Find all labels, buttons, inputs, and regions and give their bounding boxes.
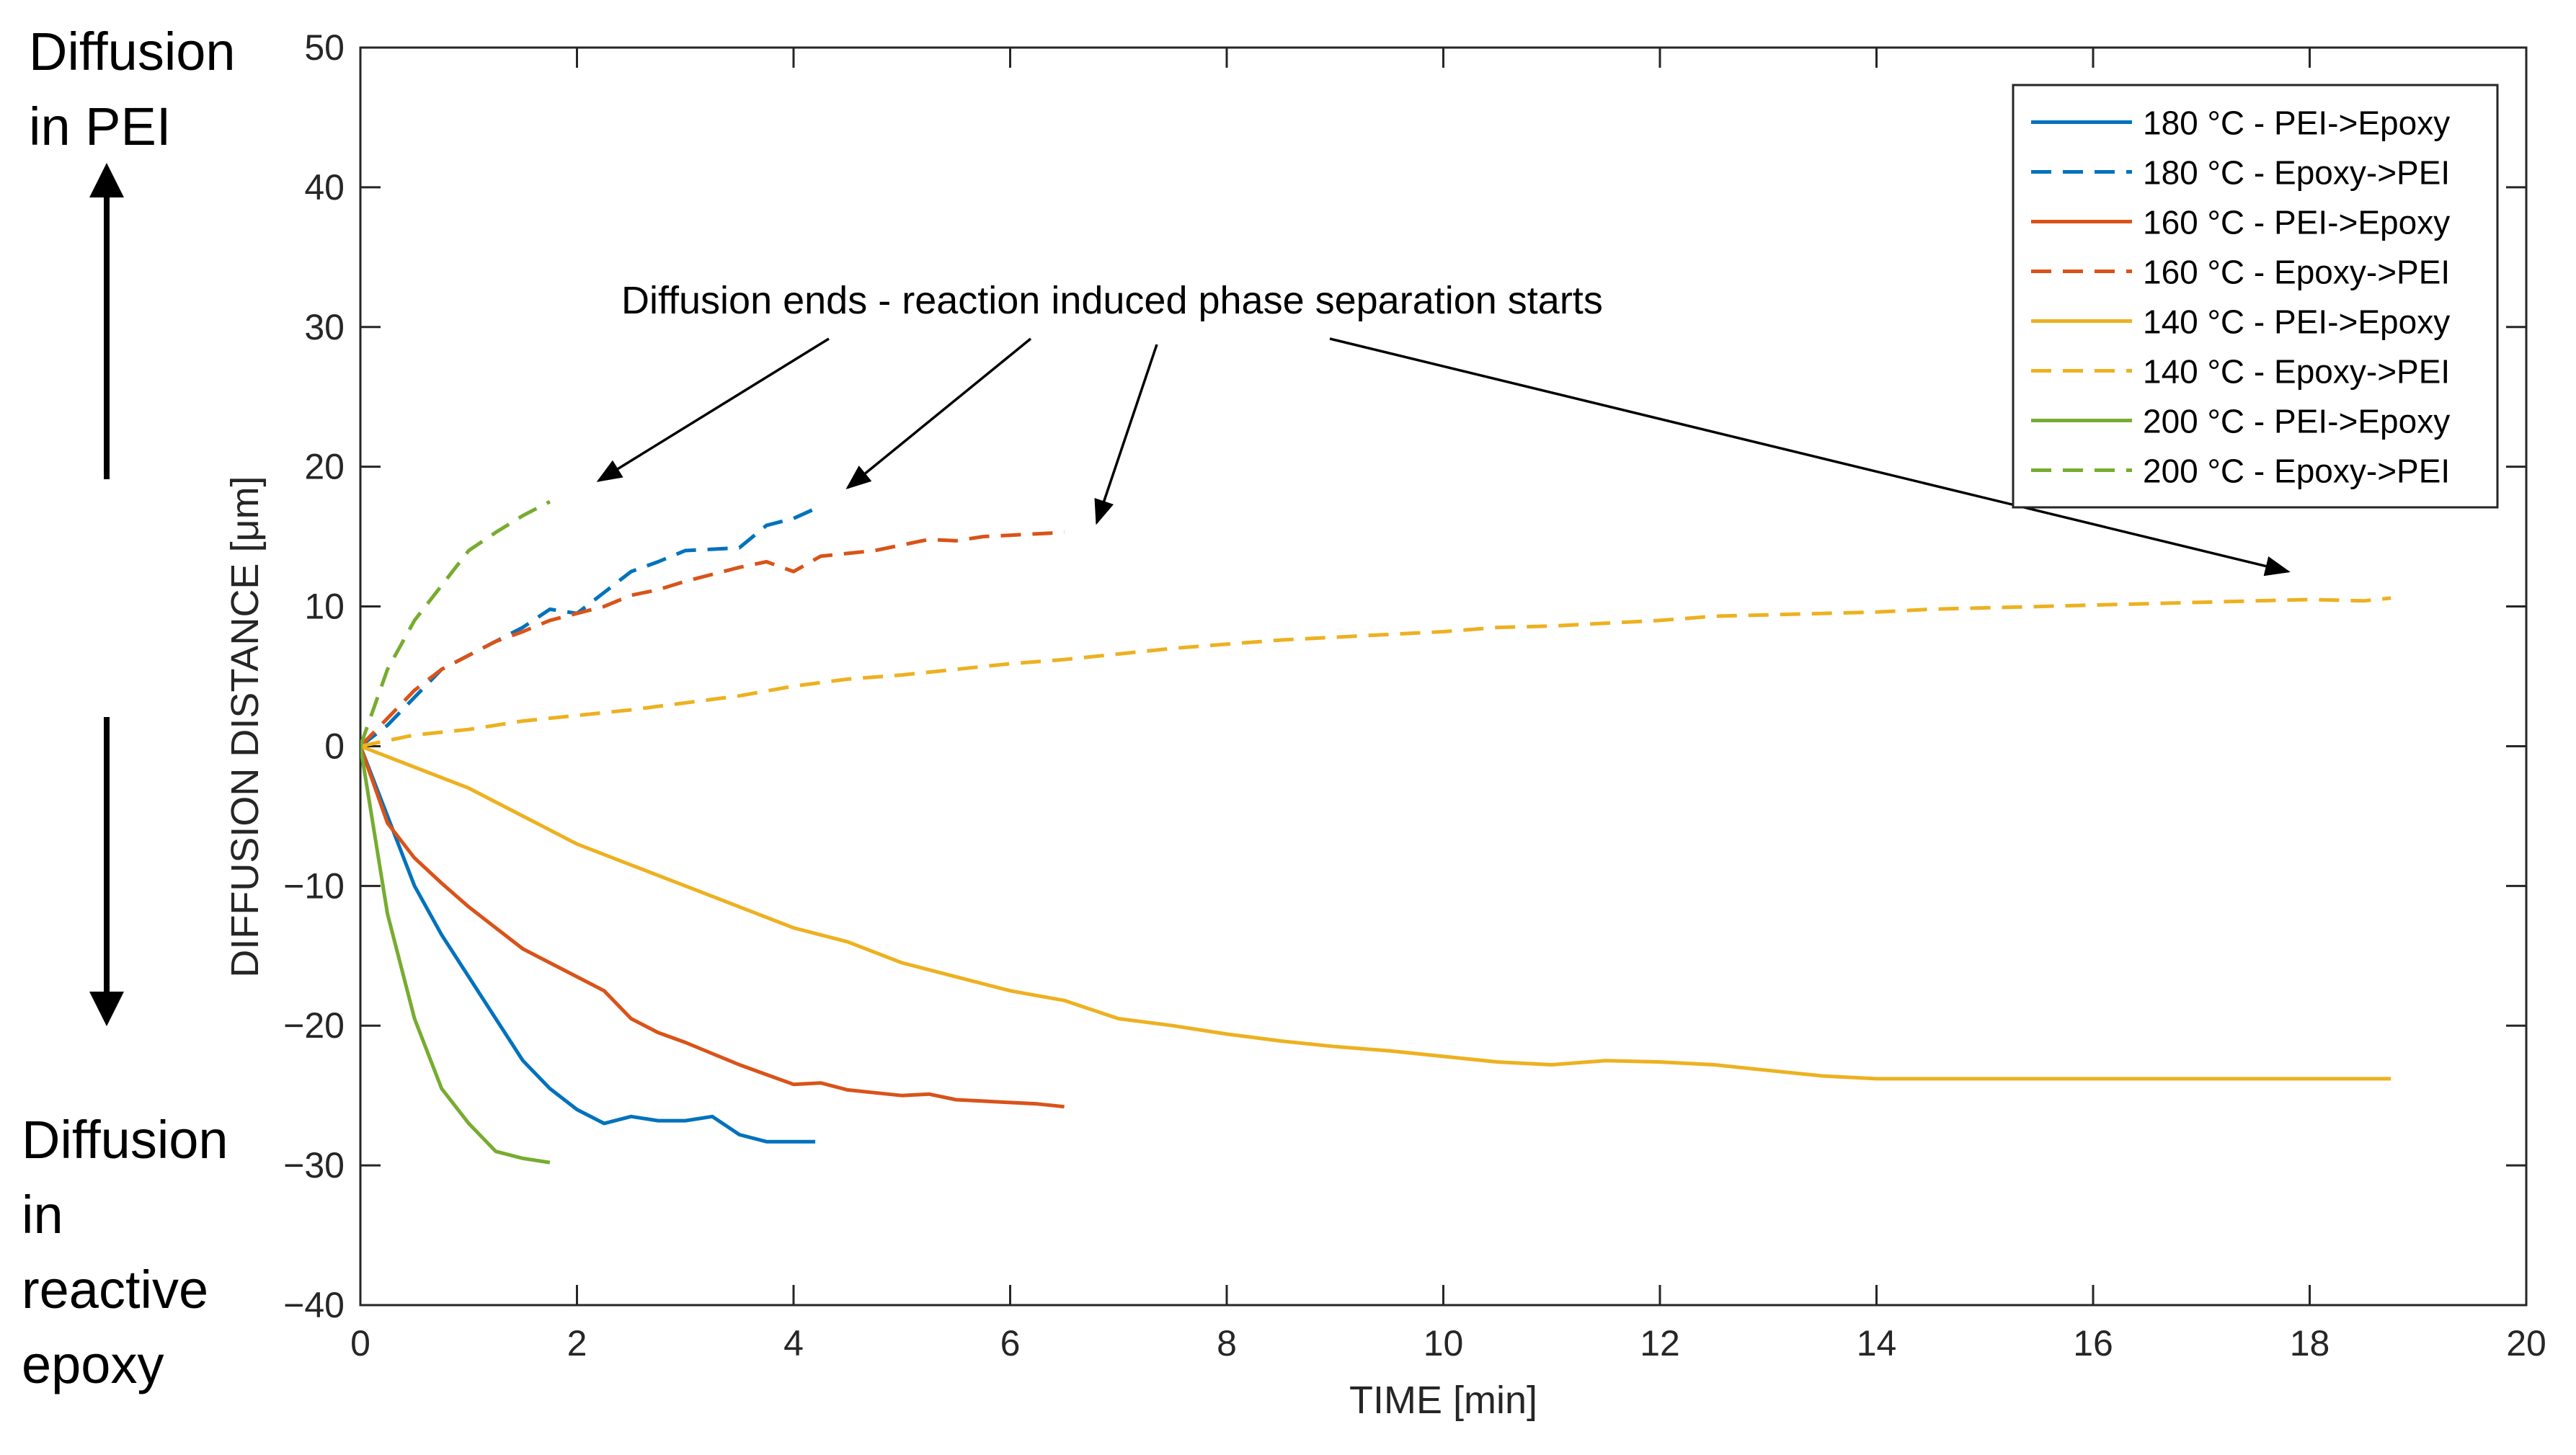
- y-tick-label: −10: [283, 866, 345, 906]
- series-line-1: [360, 745, 816, 1144]
- y-tick-label: 50: [304, 27, 345, 68]
- x-tick-label: 6: [1000, 1323, 1021, 1363]
- side-label-bottom-line-4: epoxy: [22, 1335, 164, 1394]
- y-tick-label: 10: [304, 587, 345, 627]
- x-tick-label: 18: [2290, 1323, 2330, 1363]
- y-tick-label: −30: [283, 1145, 345, 1185]
- series-line-3: [360, 745, 1065, 1109]
- y-axis-label: DIFFUSION DISTANCE [μm]: [223, 476, 267, 977]
- side-label-bottom-line-3: reactive: [22, 1260, 209, 1320]
- annotation-arrow-3: [1094, 344, 1158, 525]
- side-label-top-line-1: Diffusion: [29, 22, 236, 81]
- y-tick-label: 0: [324, 726, 345, 766]
- y-tick-label: −40: [283, 1285, 345, 1325]
- series-line-2: [360, 507, 817, 748]
- legend-label-6: 140 °C - Epoxy->PEI: [2143, 353, 2450, 391]
- annotation-arrow-1: [596, 337, 830, 482]
- legend-label-3: 160 °C - PEI->Epoxy: [2143, 204, 2450, 241]
- x-tick-label: 20: [2506, 1323, 2546, 1363]
- x-tick-label: 8: [1217, 1323, 1237, 1363]
- legend-label-1: 180 °C - PEI->Epoxy: [2143, 104, 2450, 142]
- y-tick-label: −20: [283, 1005, 345, 1046]
- y-tick-label: 40: [304, 167, 345, 208]
- x-axis-label: TIME [min]: [1349, 1379, 1537, 1422]
- side-label-bottom-line-1: Diffusion: [22, 1110, 228, 1170]
- x-tick-label: 12: [1640, 1323, 1680, 1363]
- side-label-top-line-2: in PEI: [29, 97, 172, 156]
- side-label-bottom-line-2: in: [22, 1185, 63, 1245]
- legend-label-5: 140 °C - PEI->Epoxy: [2143, 303, 2450, 341]
- series-line-6: [360, 596, 2391, 748]
- series-line-4: [360, 530, 1065, 748]
- x-tick-label: 4: [783, 1323, 804, 1363]
- series-line-5: [360, 744, 2391, 1081]
- y-tick-label: 30: [304, 307, 345, 347]
- x-tick-label: 14: [1857, 1323, 1897, 1363]
- y-tick-label: 20: [304, 447, 345, 487]
- annotation-arrow-4: [1329, 337, 2291, 577]
- legend-box: [2012, 84, 2499, 509]
- x-tick-label: 16: [2073, 1323, 2113, 1363]
- legend-label-7: 200 °C - PEI->Epoxy: [2143, 403, 2450, 440]
- x-tick-label: 2: [567, 1323, 587, 1363]
- legend-label-8: 200 °C - Epoxy->PEI: [2143, 453, 2450, 490]
- side-label-diffusion-in-pei: Diffusion in PEI: [29, 14, 236, 164]
- annotation-arrow-2: [845, 337, 1032, 489]
- legend-label-2: 180 °C - Epoxy->PEI: [2143, 154, 2450, 192]
- series-line-8: [360, 499, 551, 747]
- side-label-diffusion-in-epoxy: Diffusion in reactive epoxy: [22, 1103, 228, 1402]
- x-tick-label: 10: [1424, 1323, 1464, 1363]
- annotation-text: Diffusion ends - reaction induced phase …: [621, 279, 1603, 322]
- series-line-7: [360, 746, 551, 1165]
- x-tick-label: 0: [350, 1323, 370, 1363]
- legend-label-4: 160 °C - Epoxy->PEI: [2143, 254, 2450, 291]
